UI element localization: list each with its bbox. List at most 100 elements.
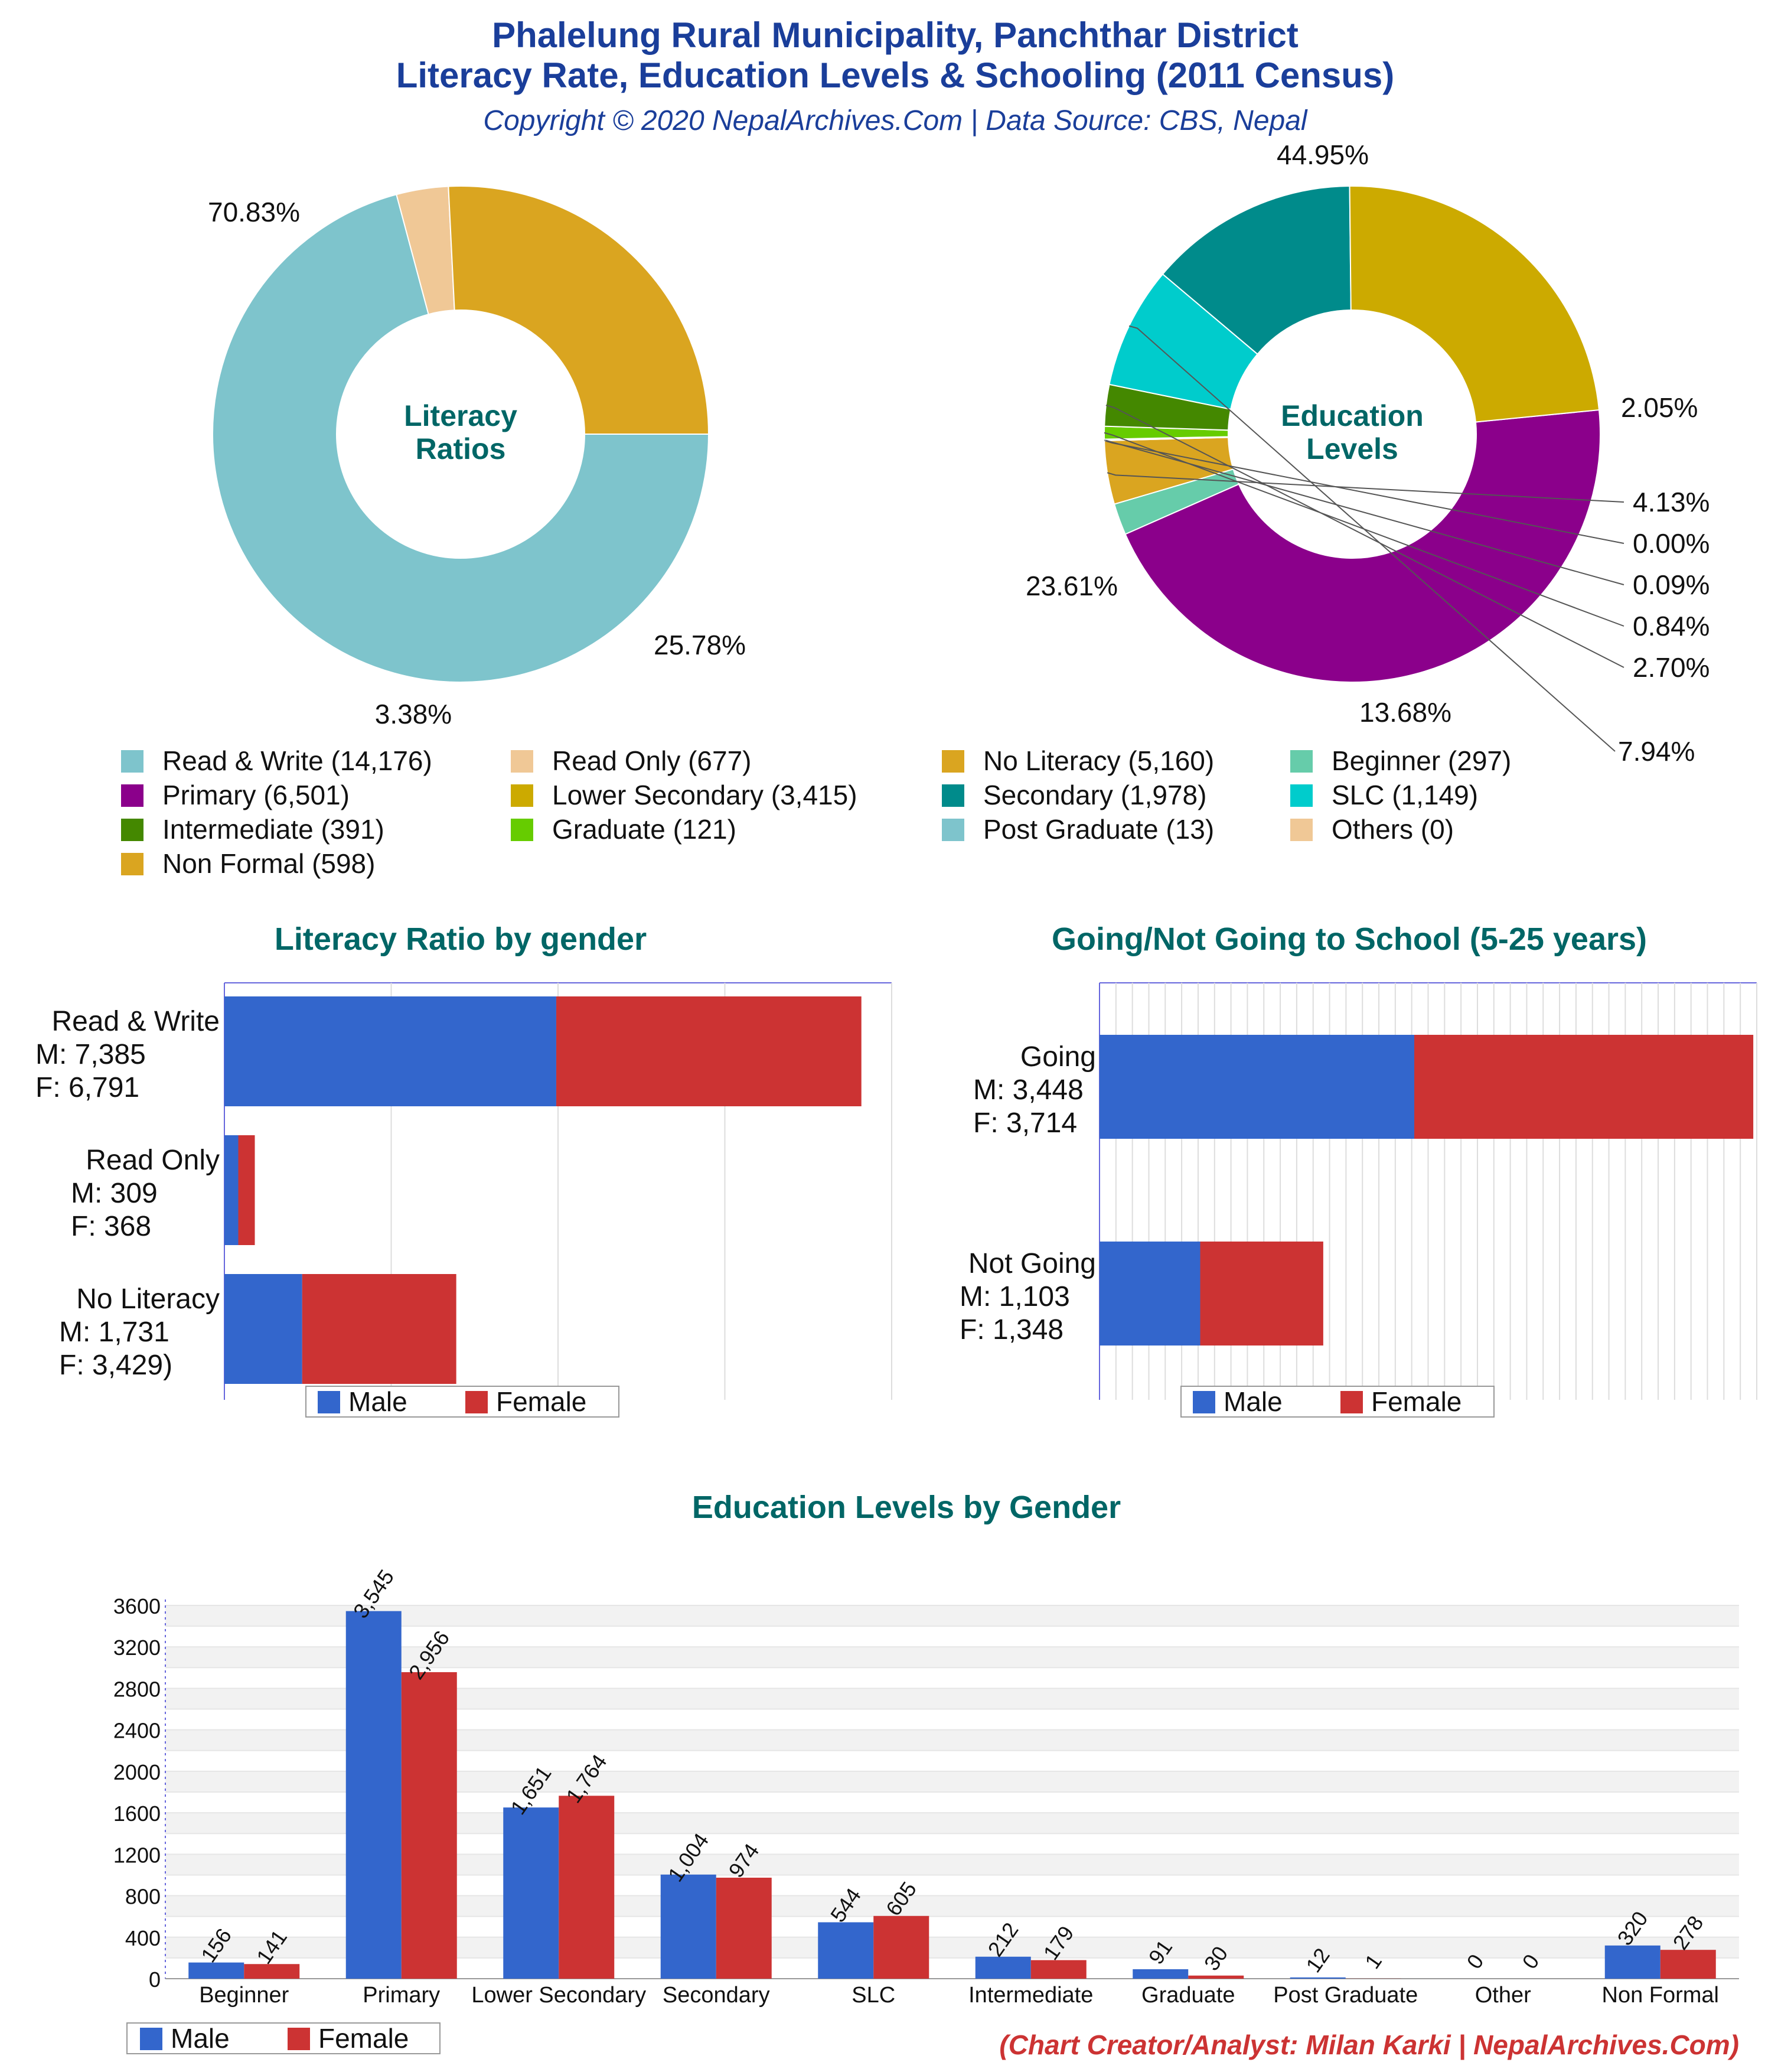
legend-label-male: Male <box>1224 1386 1283 1417</box>
legend-box <box>1180 1386 1495 1418</box>
legend-swatch <box>1290 784 1313 807</box>
x-tick-label: SLC <box>852 1983 895 2008</box>
slice-pct-label: 44.95% <box>1277 139 1369 170</box>
bar-male <box>1100 1035 1415 1139</box>
bar-female <box>716 1878 772 1979</box>
category-label: F: 3,429) <box>59 1350 172 1381</box>
main-title-line1: Phalelung Rural Municipality, Panchthar … <box>492 15 1299 55</box>
legend-label-female: Female <box>1371 1386 1461 1417</box>
bar-female <box>238 1135 255 1245</box>
x-tick-label: Secondary <box>663 1983 770 2008</box>
slice-pct-label: 2.70% <box>1633 652 1710 683</box>
leader-line <box>1104 432 1624 627</box>
grid-band <box>165 1605 1739 1627</box>
x-tick-label: Graduate <box>1141 1983 1235 2008</box>
bar-male <box>188 1962 244 1979</box>
slice-pct-label: 25.78% <box>654 630 746 660</box>
category-label: Going <box>1020 1041 1096 1073</box>
y-tick-label: 3200 <box>113 1636 161 1660</box>
legend-swatch <box>121 750 143 773</box>
legend-swatch <box>121 819 143 841</box>
legend-label: Lower Secondary (3,415) <box>552 780 857 810</box>
education-gender-chart: 0 400 800 1200 1600 2000 2400 2800 3200 3600 156 14… <box>113 1565 1739 2054</box>
bar-female <box>302 1274 456 1384</box>
category-label: M: 7,385 <box>35 1039 146 1070</box>
legend-swatch <box>511 819 533 841</box>
y-tick-label: 0 <box>149 1967 161 1992</box>
x-tick-label: Beginner <box>199 1983 289 2008</box>
bar-male <box>1133 1969 1189 1979</box>
legend-swatch-female <box>1340 1391 1363 1413</box>
leader-line <box>1104 440 1624 544</box>
legend-label: Read & Write (14,176) <box>162 745 432 776</box>
legend-label: Intermediate (391) <box>162 814 384 845</box>
slice-pct-label: 4.13% <box>1633 487 1710 517</box>
legend-swatch <box>121 784 143 807</box>
category-label: Read & Write <box>51 1006 220 1037</box>
legend-label: No Literacy (5,160) <box>983 745 1214 776</box>
legend-swatch <box>511 784 533 807</box>
leader-line <box>1104 439 1624 585</box>
legend-swatch <box>1290 819 1313 841</box>
donut-center-label: Education <box>1281 399 1424 432</box>
legend-swatch-male <box>318 1391 340 1413</box>
education-levels-donut: 44.95% 2.05% 4.13% 0.00% 0.09% 0.84% 2.70% 7.94… <box>1026 139 1710 767</box>
legend-swatch <box>942 784 964 807</box>
category-label: M: 3,448 <box>973 1074 1084 1106</box>
legend-label: Beginner (297) <box>1332 745 1511 776</box>
bar-value-label: 156 <box>196 1924 236 1967</box>
bar-male <box>224 1274 302 1384</box>
category-label: F: 1,348 <box>960 1314 1063 1346</box>
bar-female <box>1414 1035 1754 1139</box>
legend-swatch <box>942 819 964 841</box>
bar-male <box>660 1874 716 1979</box>
legend-label-male: Male <box>348 1386 407 1417</box>
bar-female <box>556 996 862 1106</box>
legend-swatch <box>121 853 143 875</box>
y-tick-label: 2800 <box>113 1677 161 1701</box>
bar-female <box>873 1915 929 1979</box>
bar-male <box>1100 1242 1200 1346</box>
slice-pct-label: 7.94% <box>1618 736 1695 767</box>
category-label: F: 6,791 <box>35 1072 139 1103</box>
x-tick-label: Post Graduate <box>1273 1983 1418 2008</box>
bar-male <box>818 1922 874 1979</box>
bar-male <box>1290 1977 1346 1979</box>
bar-female <box>244 1964 300 1979</box>
leader-line <box>1128 325 1616 752</box>
bar-female <box>1660 1950 1716 1979</box>
x-tick-label: Intermediate <box>968 1983 1093 2008</box>
donut-slice-no-literacy <box>448 185 710 435</box>
legend-label: Secondary (1,978) <box>983 780 1206 810</box>
y-tick-label: 2000 <box>113 1760 161 1784</box>
school-going-title: Going/Not Going to School (5-25 years) <box>1052 921 1647 957</box>
bar-male <box>503 1807 559 1979</box>
legend-box <box>305 1386 619 1418</box>
donut-slice-read-write <box>212 194 710 683</box>
slice-pct-label: 13.68% <box>1359 697 1451 728</box>
leader-line <box>1105 405 1624 668</box>
bar-male <box>224 996 556 1106</box>
x-tick-label: Lower Secondary <box>471 1983 646 2008</box>
category-label: No Literacy <box>76 1283 220 1315</box>
legend-swatch <box>1290 750 1313 773</box>
slice-pct-label: 2.05% <box>1621 392 1698 423</box>
leader-line <box>1107 472 1624 503</box>
legend-label: SLC (1,149) <box>1332 780 1478 810</box>
donut-center-label: Levels <box>1306 432 1398 465</box>
bar-male <box>1604 1945 1660 1979</box>
donut-slice-primary <box>1124 409 1601 683</box>
y-tick-label: 3600 <box>113 1594 161 1618</box>
bar-value-label: 544 <box>826 1884 866 1927</box>
slice-pct-label: 0.00% <box>1633 528 1710 559</box>
y-tick-label: 1200 <box>113 1843 161 1867</box>
bar-female <box>401 1672 457 1979</box>
bar-female <box>559 1796 615 1979</box>
category-label: M: 1,731 <box>59 1317 169 1348</box>
category-label: F: 3,714 <box>973 1107 1077 1139</box>
education-gender-title: Education Levels by Gender <box>692 1490 1121 1525</box>
slice-pct-label: 0.84% <box>1633 611 1710 641</box>
